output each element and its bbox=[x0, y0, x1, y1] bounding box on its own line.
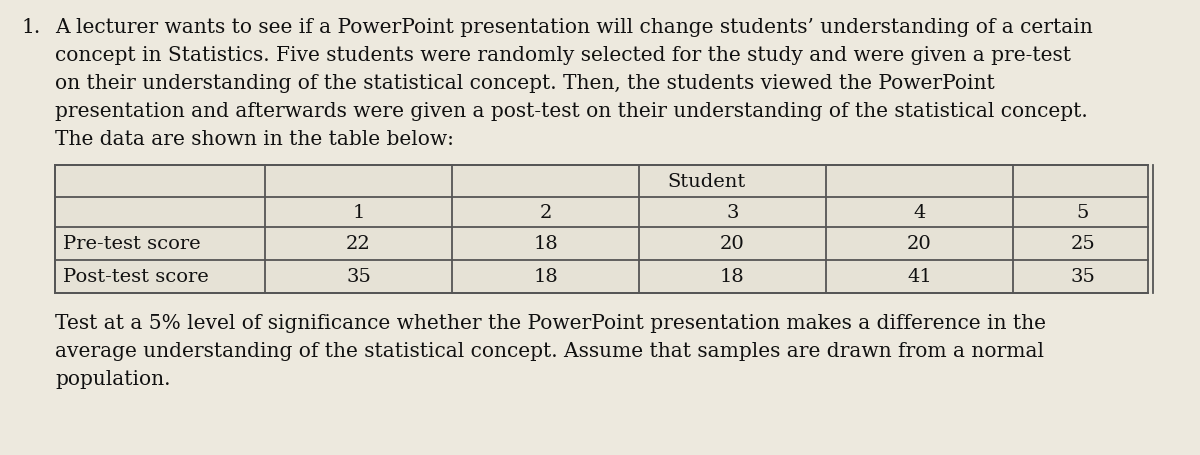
Text: 20: 20 bbox=[907, 235, 932, 253]
Text: 18: 18 bbox=[533, 268, 558, 286]
Text: 41: 41 bbox=[907, 268, 932, 286]
Text: 3: 3 bbox=[726, 203, 739, 222]
Text: A lecturer wants to see if a PowerPoint presentation will change students’ under: A lecturer wants to see if a PowerPoint … bbox=[55, 18, 1093, 37]
Text: Pre-test score: Pre-test score bbox=[64, 235, 200, 253]
Text: The data are shown in the table below:: The data are shown in the table below: bbox=[55, 130, 454, 149]
Text: 18: 18 bbox=[533, 235, 558, 253]
Text: population.: population. bbox=[55, 369, 170, 388]
Text: concept in Statistics. Five students were randomly selected for the study and we: concept in Statistics. Five students wer… bbox=[55, 46, 1072, 65]
Text: 1: 1 bbox=[353, 203, 365, 222]
Text: 2: 2 bbox=[539, 203, 552, 222]
Text: 35: 35 bbox=[1070, 268, 1096, 286]
Text: 25: 25 bbox=[1070, 235, 1096, 253]
Text: Test at a 5% level of significance whether the PowerPoint presentation makes a d: Test at a 5% level of significance wheth… bbox=[55, 313, 1046, 332]
Bar bbox=[55, 166, 1148, 293]
Text: average understanding of the statistical concept. Assume that samples are drawn : average understanding of the statistical… bbox=[55, 341, 1044, 360]
Text: presentation and afterwards were given a post-test on their understanding of the: presentation and afterwards were given a… bbox=[55, 102, 1087, 121]
Text: 18: 18 bbox=[720, 268, 745, 286]
Text: Post-test score: Post-test score bbox=[64, 268, 209, 286]
Text: Student: Student bbox=[667, 172, 745, 191]
Text: 20: 20 bbox=[720, 235, 745, 253]
Text: 22: 22 bbox=[346, 235, 371, 253]
Text: 1.: 1. bbox=[22, 18, 41, 37]
Bar bbox=[55, 166, 1148, 293]
Text: 5: 5 bbox=[1076, 203, 1090, 222]
Text: 35: 35 bbox=[346, 268, 371, 286]
Text: on their understanding of the statistical concept. Then, the students viewed the: on their understanding of the statistica… bbox=[55, 74, 995, 93]
Text: 4: 4 bbox=[913, 203, 925, 222]
